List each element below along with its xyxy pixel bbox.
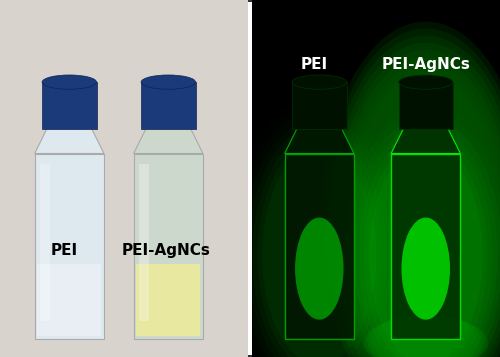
Bar (292, 82, 346, 129)
Ellipse shape (258, 139, 381, 357)
Ellipse shape (292, 75, 346, 89)
Polygon shape (134, 129, 203, 154)
Polygon shape (34, 129, 104, 154)
Ellipse shape (364, 139, 488, 357)
Ellipse shape (252, 132, 386, 357)
Ellipse shape (324, 29, 500, 357)
Bar (136, 264, 200, 336)
Ellipse shape (369, 146, 482, 357)
Ellipse shape (332, 43, 500, 357)
Bar (134, 154, 203, 339)
Text: PEI: PEI (51, 242, 78, 257)
Bar (138, 164, 148, 321)
Bar (141, 82, 196, 129)
Ellipse shape (336, 50, 500, 357)
Ellipse shape (402, 217, 450, 320)
Ellipse shape (366, 316, 485, 357)
Bar (37, 264, 102, 336)
Ellipse shape (42, 75, 96, 89)
Ellipse shape (369, 316, 482, 357)
Bar (398, 82, 453, 129)
Polygon shape (284, 129, 354, 154)
Bar (42, 82, 96, 129)
Bar (391, 154, 460, 339)
Bar (40, 164, 50, 321)
Ellipse shape (328, 36, 500, 357)
Ellipse shape (320, 21, 500, 357)
Bar (284, 154, 354, 339)
Ellipse shape (364, 316, 488, 357)
Ellipse shape (398, 75, 453, 89)
Ellipse shape (359, 132, 492, 357)
Ellipse shape (262, 146, 376, 357)
Bar (34, 154, 104, 339)
Ellipse shape (141, 75, 196, 89)
Text: PEI: PEI (301, 57, 328, 72)
Ellipse shape (295, 217, 344, 320)
Polygon shape (391, 129, 460, 154)
Text: PEI-AgNCs: PEI-AgNCs (122, 242, 210, 257)
Text: PEI-AgNCs: PEI-AgNCs (382, 57, 470, 72)
